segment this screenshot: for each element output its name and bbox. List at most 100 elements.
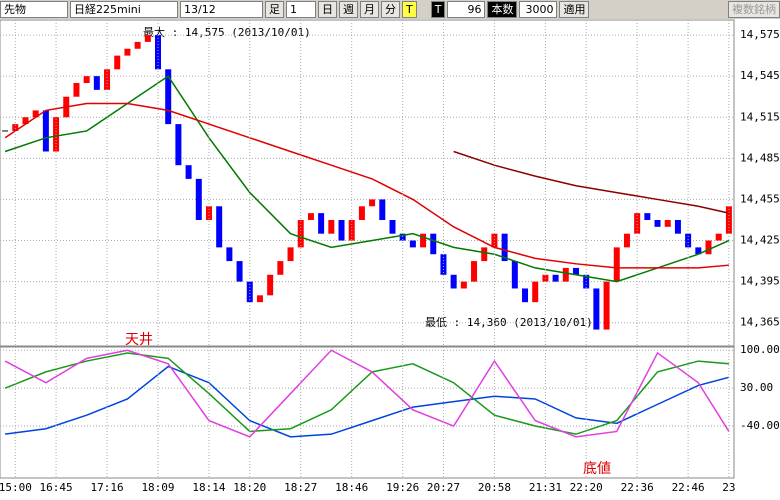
candle (114, 55, 121, 70)
candle (572, 267, 579, 275)
input[interactable]: 3000 (519, 1, 558, 18)
label: 足 (265, 1, 284, 18)
button[interactable]: 週 (339, 1, 358, 18)
candle (685, 233, 692, 248)
candle (532, 281, 539, 303)
candle (83, 76, 90, 84)
candle (613, 247, 620, 282)
series-line (4, 102, 729, 269)
candle (104, 69, 111, 90)
candle (664, 219, 671, 227)
candle (674, 219, 681, 234)
x-tick-label: 18:09 (141, 481, 174, 494)
label: 本数 (487, 1, 518, 18)
annotation: 天井 (125, 332, 153, 348)
y-tick-label: 14,425 (740, 234, 780, 247)
candle (471, 261, 478, 282)
button[interactable]: 日 (318, 1, 337, 18)
x-tick-label: 21:31 (529, 481, 562, 494)
candle (379, 199, 386, 220)
x-tick-label: 16:45 (40, 481, 73, 494)
candle (155, 35, 162, 70)
candle (460, 281, 467, 289)
x-tick-label: 15:00 (0, 481, 32, 494)
candle (644, 213, 651, 220)
dropdown[interactable]: 先物 (0, 1, 68, 18)
candle (715, 233, 722, 241)
dropdown[interactable]: 13/12 (180, 1, 263, 18)
y-tick-label: 14,545 (740, 69, 780, 82)
candle (246, 281, 253, 303)
candle (593, 288, 600, 330)
x-tick-label: 18:46 (335, 481, 368, 494)
candle (93, 76, 100, 90)
candle (338, 219, 345, 241)
candle (481, 247, 488, 262)
button[interactable]: T (402, 1, 417, 18)
x-tick-label: 22:46 (672, 481, 705, 494)
candle (695, 247, 702, 255)
price-panel (0, 19, 735, 347)
dropdown[interactable]: 日経225mini (70, 1, 178, 18)
y-tick-label: 100.00 (740, 343, 780, 356)
annotation: 底値 (583, 461, 611, 477)
candle (623, 233, 630, 248)
candle (32, 110, 39, 118)
candle (440, 254, 447, 275)
candle (216, 206, 223, 248)
x-tick-label: 18:14 (192, 481, 225, 494)
candle (654, 219, 661, 227)
candle (256, 295, 263, 303)
candle (73, 83, 80, 97)
candle (450, 274, 457, 289)
series-line (4, 349, 730, 438)
candle (634, 213, 641, 234)
candle (175, 124, 182, 166)
candle (389, 219, 396, 234)
candle (287, 247, 294, 262)
candle (165, 69, 172, 125)
button[interactable]: 複数銘柄 (728, 1, 780, 18)
x-tick-label: 23 (722, 481, 735, 494)
candle (552, 274, 559, 282)
x-tick-label: 18:27 (284, 481, 317, 494)
candle (420, 233, 427, 248)
candle (562, 267, 569, 282)
candle (236, 261, 243, 282)
candle (22, 117, 29, 125)
series-line (4, 365, 730, 438)
candle (369, 199, 376, 207)
candle (42, 110, 49, 152)
y-tick-label: -40.00 (740, 419, 780, 432)
candle (185, 165, 192, 179)
candle (705, 240, 712, 255)
candle (307, 213, 314, 220)
input[interactable]: 96 (447, 1, 486, 18)
candle (603, 281, 610, 330)
x-tick-label: 20:58 (478, 481, 511, 494)
candle (205, 206, 212, 220)
x-tick-label: 20:27 (427, 481, 460, 494)
x-tick-label: 19:26 (386, 481, 419, 494)
y-tick-label: 14,485 (740, 151, 780, 164)
button[interactable]: 適用 (559, 1, 590, 18)
input[interactable]: 1 (286, 1, 316, 18)
y-tick-label: 14,515 (740, 110, 780, 123)
x-tick-label: 22:36 (621, 481, 654, 494)
x-tick-label: 17:16 (90, 481, 123, 494)
y-tick-label: 14,365 (740, 316, 780, 329)
y-tick-label: 14,575 (740, 28, 780, 41)
candle (267, 274, 274, 296)
candle (124, 48, 131, 56)
y-tick-label: 14,395 (740, 275, 780, 288)
candle (430, 233, 437, 255)
candle (399, 233, 406, 241)
series-line (453, 150, 730, 214)
button[interactable]: 分 (381, 1, 400, 18)
candle (195, 178, 202, 220)
button[interactable]: 月 (360, 1, 379, 18)
button[interactable]: T (430, 1, 446, 18)
y-tick-label: 30.00 (740, 381, 773, 394)
